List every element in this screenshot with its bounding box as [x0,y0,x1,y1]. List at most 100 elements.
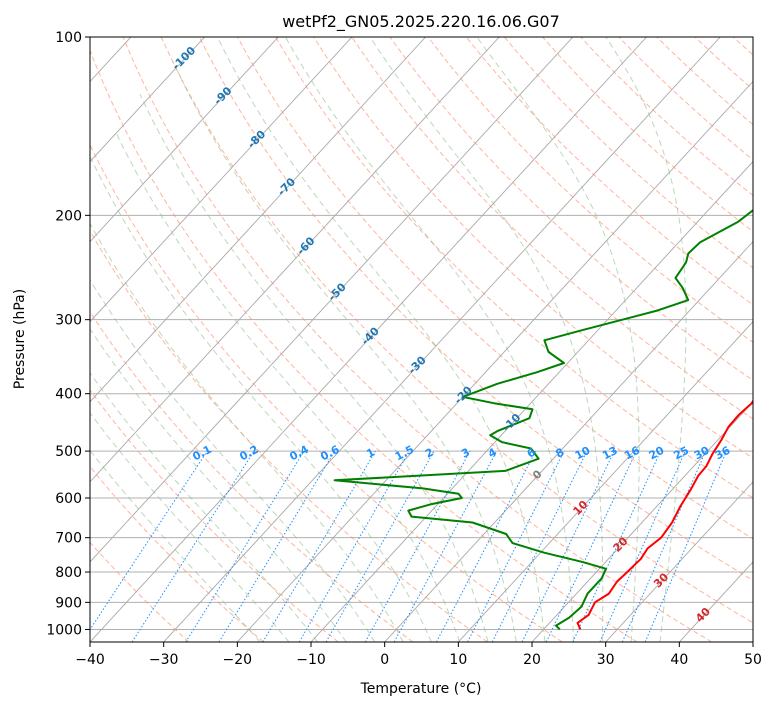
isotherm-line [90,37,426,403]
y-tick-label: 700 [55,531,82,547]
isotherm-line [458,321,753,642]
isotherm-line [752,641,753,642]
sounding-profiles [333,208,753,631]
mixing-ratio-label: 1 [364,446,377,461]
x-tick-label: −40 [75,652,105,668]
plot-frame [89,36,754,643]
dry-adiabat-line [90,389,339,642]
isotherm-line [90,37,353,323]
x-tick-label: 10 [449,652,467,668]
y-tick-label: 400 [55,387,82,403]
dry-adiabat-line [389,37,753,381]
moist-adiabat-line [284,37,575,642]
y-tick-label: 300 [55,313,82,329]
mixing-ratio-label: 10 [573,444,593,463]
isotherm-line [90,37,500,483]
x-tick-label: 20 [523,652,541,668]
mixing-ratio-label: 16 [622,444,642,463]
moist-adiabat-line [172,61,517,642]
mixing-ratio-label: 0.6 [318,443,342,464]
x-tick-label: −10 [296,652,326,668]
mixing-ratio-label: 30 [692,444,712,463]
y-tick-label: 500 [55,444,82,460]
dry-adiabat-line [504,37,753,269]
y-axis-ticks: 100 200 300 400 500 600 700 800 900 1000 [46,30,90,638]
isotherm-line [163,37,721,642]
isotherm-line [237,80,753,642]
x-tick-label: 0 [380,652,389,668]
isotherm-line [90,37,574,563]
mixing-ratio-line [90,450,208,631]
x-axis-label: Temperature (°C) [360,681,482,697]
isotherm-lines [0,37,753,642]
dry-adiabat-line [90,49,638,642]
mixing-ratio-label: 1.5 [393,443,416,464]
mixing-ratio-line [572,450,662,642]
x-tick-label: −20 [223,652,253,668]
dry-adiabat-line [580,37,753,197]
mixing-ratio-line [435,450,537,642]
moist-adiabat-lines [90,37,687,642]
isotherm-line [310,160,753,642]
y-tick-label: 800 [55,565,82,581]
dry-adiabat-line [90,311,414,642]
x-tick-label: 30 [597,652,615,668]
mixing-ratio-line [521,450,615,642]
isotherm-line [531,401,753,642]
x-tick-label: 40 [670,652,688,668]
dewpoint-line [333,208,753,631]
y-tick-label: 900 [55,595,82,611]
dry-adiabat-line [90,143,563,642]
isotherm-line [90,37,205,163]
plot-area [0,37,753,642]
dry-adiabat-line [275,37,753,499]
mixing-ratio-line [131,450,255,642]
moist-adiabat-line [115,132,461,642]
moist-adiabat-line [139,94,489,642]
mixing-ratio-line [185,450,305,642]
dry-adiabat-line [694,37,753,91]
moist-adiabat-line [216,37,546,642]
temperature-line [576,399,753,630]
moist-adiabat-line [90,222,404,642]
mixing-ratio-line [467,450,565,642]
moist-adiabat-line [90,371,319,642]
moist-adiabat-line [90,328,347,642]
y-tick-label: 600 [55,491,82,507]
mixing-ratio-label: 2 [423,446,436,461]
mixing-ratio-label: 13 [600,444,620,463]
moist-adiabat-line [476,37,640,642]
mixing-ratio-line [325,450,435,642]
dry-adiabat-line [351,37,753,420]
x-tick-label: 50 [744,652,762,668]
isotherm-line [90,37,647,642]
dry-adiabat-line [542,37,753,233]
dry-adiabat-line [90,465,264,642]
mixing-ratio-lines [90,450,727,642]
mixing-ratio-label: 0.1 [190,443,213,464]
mixing-ratio-label: 36 [713,444,733,463]
mixing-ratio-line [545,450,637,642]
mixing-ratio-label: 20 [647,444,667,463]
dry-adiabat-line [160,37,753,624]
dry-adiabat-line [427,37,753,343]
mixing-ratio-line [218,450,336,642]
moist-adiabat-line [90,157,432,642]
mixing-ratio-label: 3 [459,446,472,461]
mixing-ratio-label: 25 [671,444,691,463]
isotherm-line [0,37,57,642]
y-tick-label: 100 [55,30,82,46]
isotherm-label: 0 [530,467,545,482]
y-axis-label: Pressure (hPa) [12,289,28,389]
dry-adiabat-lines [90,37,753,642]
isotherm-line [90,37,279,243]
y-tick-label: 1000 [46,622,82,638]
dry-adiabat-line [90,541,190,642]
x-tick-label: −30 [149,652,179,668]
mixing-ratio-line [491,450,588,642]
isotherm-line [679,561,753,642]
mixing-ratio-line [644,450,727,642]
isotherm-line [605,481,753,642]
isotherm-line [384,240,753,642]
